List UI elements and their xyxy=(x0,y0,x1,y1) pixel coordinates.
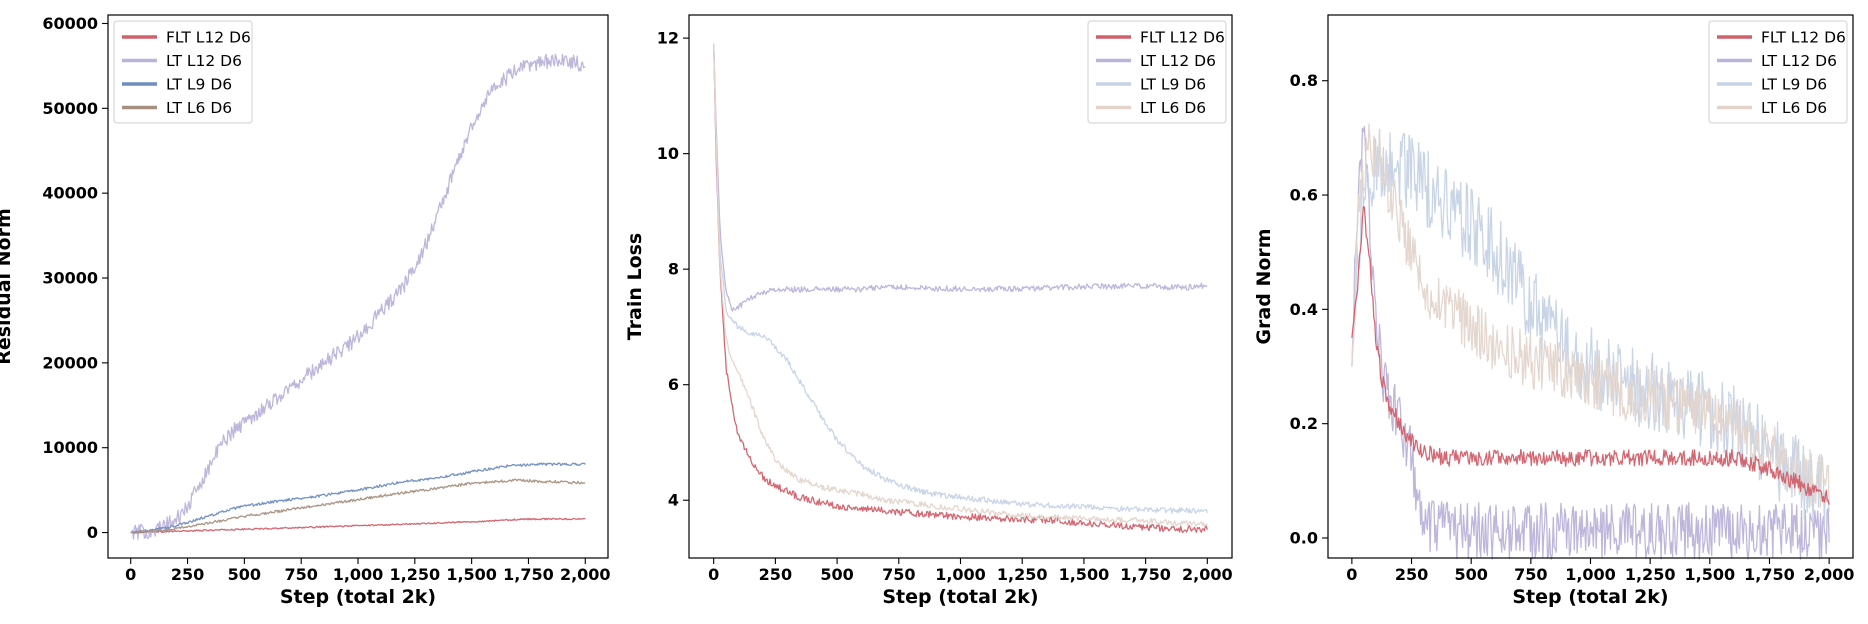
x-tick-label: 1,000 xyxy=(1565,565,1616,584)
x-tick-label: 750 xyxy=(882,565,915,584)
x-tick-label: 750 xyxy=(284,565,317,584)
x-tick-label: 1,250 xyxy=(1625,565,1676,584)
y-tick-label: 0.0 xyxy=(1290,528,1318,547)
y-tick-label: 8 xyxy=(668,260,679,279)
x-tick-label: 1,250 xyxy=(997,565,1048,584)
y-tick-label: 10 xyxy=(657,144,679,163)
y-tick-label: 4 xyxy=(668,491,679,510)
x-tick-label: 500 xyxy=(1454,565,1487,584)
y-tick-label: 10000 xyxy=(42,438,98,457)
legend-label: LT L9 D6 xyxy=(166,76,232,94)
legend-label: LT L12 D6 xyxy=(166,52,242,70)
x-tick-label: 1,750 xyxy=(1120,565,1171,584)
x-tick-label: 500 xyxy=(228,565,261,584)
series-line-lt-l9-d6 xyxy=(1351,128,1830,527)
y-tick-label: 0.6 xyxy=(1290,186,1318,205)
legend-box xyxy=(113,20,253,124)
chart-panel-2: 0 250 500 750 1,000 1,250 1,500 1,750 2,000 4 6 8 10… xyxy=(624,14,1233,608)
y-tick-label: 60000 xyxy=(42,14,98,33)
series-line-lt-l6-d6 xyxy=(130,478,586,534)
y-tick-label: 30000 xyxy=(42,269,98,288)
x-tick-label: 1,250 xyxy=(390,565,441,584)
chart-panel-3: 0 250 500 750 1,000 1,250 1,500 1,750 2,000 0.0 0.… xyxy=(1253,14,1855,608)
series-line-lt-l12-d6 xyxy=(713,43,1208,312)
y-tick-label: 6 xyxy=(668,375,679,394)
chart-panel-1: 0 250 500 750 1,000 1,250 1,500 1,750 2,000 0 1000… xyxy=(0,14,611,608)
legend-box xyxy=(1708,20,1848,124)
x-tick-label: 0 xyxy=(125,565,136,584)
legend-label: LT L9 D6 xyxy=(1140,76,1206,94)
legend-box xyxy=(1087,20,1227,124)
x-axis-title: Step (total 2k) xyxy=(882,586,1038,608)
x-axis-title: Step (total 2k) xyxy=(1512,586,1668,608)
y-axis-title: Grad Norm xyxy=(1253,228,1275,344)
series-line-lt-l6-d6 xyxy=(713,43,1208,527)
x-tick-label: 1,500 xyxy=(1059,565,1110,584)
y-tick-label: 50000 xyxy=(42,99,98,118)
legend: FLT L12 D6 LT L12 D6 LT L9 D6 LT L6 D6 xyxy=(1087,20,1227,124)
legend-label: FLT L12 D6 xyxy=(166,29,251,47)
x-tick-label: 250 xyxy=(1395,565,1428,584)
y-axis-title: Residual Norm xyxy=(0,208,15,365)
series-line-lt-l9-d6 xyxy=(713,43,1208,514)
legend-label: LT L9 D6 xyxy=(1761,76,1827,94)
y-tick-label: 0.4 xyxy=(1290,300,1318,319)
x-tick-label: 500 xyxy=(820,565,853,584)
x-tick-label: 750 xyxy=(1514,565,1547,584)
legend: FLT L12 D6 LT L12 D6 LT L9 D6 LT L6 D6 xyxy=(1708,20,1848,124)
y-tick-label: 0.8 xyxy=(1290,71,1318,90)
legend-label: LT L12 D6 xyxy=(1761,52,1837,70)
y-tick-label: 20000 xyxy=(42,353,98,372)
legend-label: FLT L12 D6 xyxy=(1140,29,1225,47)
series-line-lt-l12-d6 xyxy=(130,53,586,540)
series-line-flt-l12-d6 xyxy=(1351,206,1830,505)
x-tick-label: 1,000 xyxy=(935,565,986,584)
y-tick-label: 0.2 xyxy=(1290,414,1318,433)
x-tick-label: 1,500 xyxy=(1685,565,1736,584)
legend-label: LT L6 D6 xyxy=(1761,99,1827,117)
series-line-flt-l12-d6 xyxy=(130,517,586,534)
x-tick-label: 2,000 xyxy=(1182,565,1233,584)
x-tick-label: 250 xyxy=(759,565,792,584)
x-tick-label: 250 xyxy=(171,565,204,584)
x-tick-label: 1,500 xyxy=(446,565,497,584)
y-tick-label: 12 xyxy=(657,29,679,48)
x-tick-label: 0 xyxy=(1346,565,1357,584)
series-line-lt-l9-d6 xyxy=(130,462,586,534)
legend-label: FLT L12 D6 xyxy=(1761,29,1846,47)
x-tick-label: 1,750 xyxy=(1744,565,1795,584)
series-line-flt-l12-d6 xyxy=(713,43,1208,534)
legend-label: LT L6 D6 xyxy=(1140,99,1206,117)
y-tick-label: 0 xyxy=(87,523,98,542)
series-line-lt-l12-d6 xyxy=(1351,126,1830,560)
x-tick-label: 1,000 xyxy=(333,565,384,584)
legend-label: LT L12 D6 xyxy=(1140,52,1216,70)
y-tick-label: 40000 xyxy=(42,184,98,203)
x-tick-label: 1,750 xyxy=(503,565,554,584)
x-axis-title: Step (total 2k) xyxy=(280,586,436,608)
legend-label: LT L6 D6 xyxy=(166,99,232,117)
legend: FLT L12 D6 LT L12 D6 LT L9 D6 LT L6 D6 xyxy=(113,20,253,124)
series-line-lt-l6-d6 xyxy=(1351,123,1830,508)
x-tick-label: 2,000 xyxy=(560,565,611,584)
y-axis-title: Train Loss xyxy=(624,233,646,341)
x-tick-label: 0 xyxy=(708,565,719,584)
x-tick-label: 2,000 xyxy=(1804,565,1855,584)
